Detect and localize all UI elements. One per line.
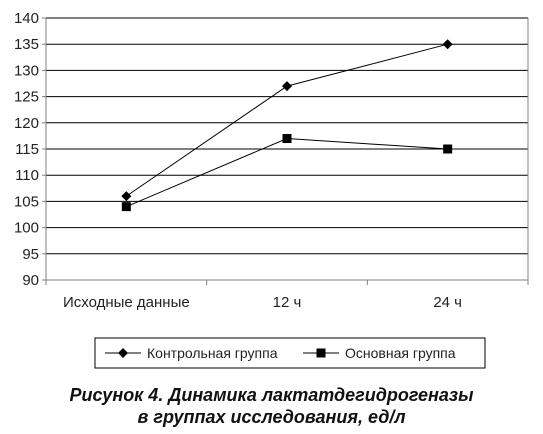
y-tick-labels: 90 95 100 105 110 115 120 125 130 135 140 [14,10,39,289]
y-tick-label: 125 [14,89,39,106]
data-point [443,144,453,154]
y-tick-label: 115 [15,141,39,158]
y-tick-label: 95 [22,246,39,263]
y-tick-label: 140 [14,10,39,27]
line-chart: 90 95 100 105 110 115 120 125 130 135 140 Исходные… [14,10,529,369]
legend-marker [118,348,128,358]
legend-marker [316,348,326,358]
legend-label: Основная группа [345,345,456,361]
axes [42,17,529,285]
series-1 [121,39,453,202]
series [121,39,453,212]
data-point [121,202,131,212]
data-point [442,39,453,50]
series-line [126,43,448,197]
x-tick-label: 12 ч [273,294,302,311]
gridlines [46,17,528,281]
series-2 [121,134,453,212]
legend-box [94,337,486,369]
caption-line-1: Рисунок 4. Динамика лактатдегидрогеназы [69,385,474,405]
y-tick-label: 135 [14,36,39,53]
y-tick-label: 120 [14,115,39,132]
data-point [282,81,292,92]
legend: Контрольная группа Основная группа [94,337,486,369]
y-tick-label: 100 [14,220,39,237]
caption-line-2: в группах исследования, ед/л [137,407,406,427]
x-tick-label: Исходные данные [63,294,190,311]
figure-caption: Рисунок 4. Динамика лактатдегидрогеназы … [0,384,543,428]
y-tick-label: 130 [14,62,39,79]
x-tick-labels: Исходные данные 12 ч 24 ч [63,294,462,311]
legend-label: Контрольная группа [147,345,278,361]
data-point [282,134,292,144]
y-tick-label: 105 [14,193,39,210]
data-point [121,191,132,202]
x-tick-label: 24 ч [433,294,462,311]
y-tick-label: 110 [15,167,39,184]
y-tick-label: 90 [22,272,39,289]
